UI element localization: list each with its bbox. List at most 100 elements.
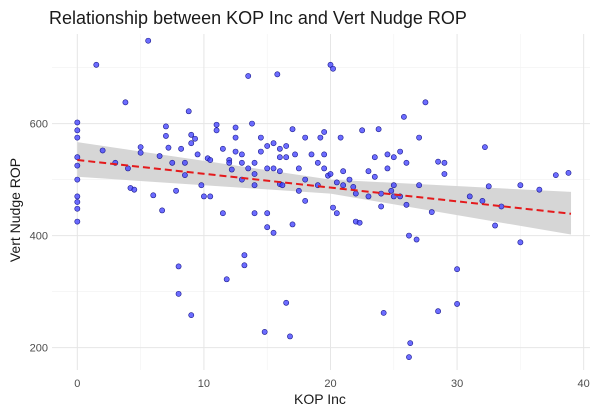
data-point [264,165,271,172]
data-point [492,222,498,229]
data-point [249,120,255,127]
data-point [441,171,448,177]
y-tick-label: 200 [30,343,48,355]
data-point [257,148,264,155]
data-point [314,159,321,166]
data-point [270,140,277,147]
data-point [93,61,100,68]
data-point [416,182,423,189]
data-point [552,172,559,179]
data-point [441,159,448,166]
data-point [232,134,239,141]
data-point [536,186,543,193]
data-point [74,205,81,212]
data-point [287,333,293,340]
x-tick-label: 30 [451,378,463,390]
data-point [188,312,195,319]
data-point [251,159,258,166]
data-point [276,145,283,152]
data-point [261,329,268,335]
data-point [74,134,81,141]
chart-title: Relationship between KOP Inc and Vert Nu… [49,8,467,28]
data-point [454,266,460,273]
data-point [479,197,486,204]
data-point [283,154,290,161]
data-point [340,182,347,189]
data-point [270,165,277,172]
data-point [346,176,353,183]
data-point [466,193,473,200]
data-point [390,182,397,189]
data-point [327,171,334,177]
data-point [175,263,182,270]
data-point [276,168,283,175]
data-point [289,221,296,228]
data-point [125,165,131,172]
data-point [228,166,235,173]
data-point [173,187,179,194]
data-point [145,37,152,44]
data-point [156,153,163,159]
data-point [207,193,214,200]
data-point [159,207,166,214]
data-point [241,252,248,259]
data-point [264,210,271,217]
data-point [330,204,336,211]
data-point [150,192,157,199]
data-point [403,201,410,208]
data-point [238,151,245,158]
data-point [182,172,188,179]
data-point [201,193,207,200]
data-point [384,151,391,158]
data-point [321,151,328,158]
data-point [406,354,412,361]
data-point [295,187,302,194]
data-point [188,131,195,138]
x-tick-label: 0 [74,378,80,390]
data-point [122,99,129,106]
data-point [365,168,372,175]
data-point [74,193,81,200]
data-point [283,143,290,149]
data-point [279,182,286,189]
data-point [74,119,81,126]
data-point [74,176,81,183]
confidence-band-area [77,142,572,235]
data-point [270,229,277,236]
data-point [371,154,378,161]
data-point [352,190,359,197]
y-axis-ticks: 200 400 600 [30,119,48,355]
data-point [163,133,169,139]
data-point [238,159,245,166]
data-point [302,134,309,141]
data-point [276,154,283,161]
data-point [330,65,336,72]
data-point [251,210,258,217]
x-tick-label: 40 [578,378,590,390]
data-points [74,37,572,361]
data-point [295,165,302,172]
data-point [185,108,192,115]
data-point [397,148,404,155]
data-point [388,187,395,194]
data-point [517,239,524,246]
data-point [422,99,429,106]
data-point [245,165,252,172]
data-point [198,182,205,189]
x-tick-label: 10 [198,378,210,390]
x-axis-title: KOP Inc [294,391,346,407]
data-point [416,134,423,141]
data-point [223,276,230,283]
data-point [74,154,81,161]
data-point [403,159,410,166]
data-point [165,144,172,151]
data-point [517,182,524,189]
data-point [213,127,220,134]
data-point [163,123,169,130]
data-point [182,159,188,166]
data-point [289,126,296,133]
data-point [251,171,258,177]
data-point [131,186,138,193]
data-point [137,149,144,156]
data-point [178,145,185,152]
